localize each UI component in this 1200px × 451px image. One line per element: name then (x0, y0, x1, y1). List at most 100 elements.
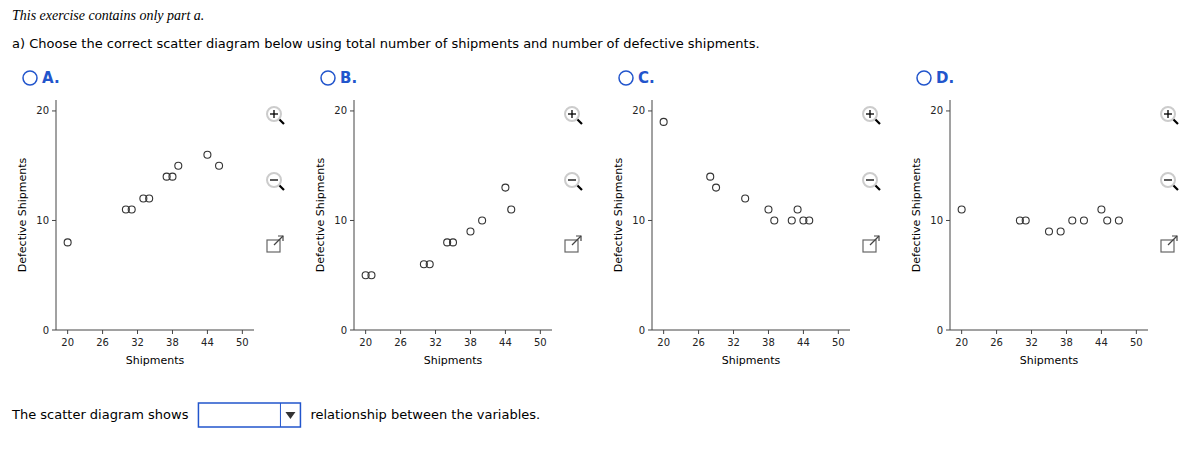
zoom-out-icon[interactable] (267, 173, 284, 190)
external-link-icon[interactable] (863, 236, 879, 252)
x-tick (470, 330, 471, 334)
radio-button[interactable] (23, 71, 37, 85)
y-tick-label: 20 (334, 105, 347, 116)
x-tick (400, 330, 401, 334)
x-tick-label: 20 (359, 337, 372, 348)
y-tick-label: 20 (36, 105, 49, 116)
y-axis-line (354, 100, 355, 330)
x-tick-label: 44 (499, 337, 512, 348)
y-tick-label: 20 (632, 105, 645, 116)
scatter-point (660, 118, 667, 125)
x-axis-line (652, 330, 850, 331)
scatter-point (1046, 228, 1053, 235)
x-tick-label: 26 (692, 337, 705, 348)
scatter-point (806, 217, 813, 224)
minus (866, 179, 874, 180)
external-link-icon[interactable] (565, 236, 581, 252)
x-tick-label: 32 (1025, 337, 1038, 348)
scatter-point (1069, 217, 1076, 224)
y-tick-label: 0 (341, 325, 347, 336)
x-tick (996, 330, 997, 334)
x-axis-label: Shipments (424, 354, 483, 367)
scatter-point (958, 206, 965, 213)
x-tick-label: 50 (534, 337, 547, 348)
x-tick (505, 330, 506, 334)
zoom-in-icon[interactable] (565, 107, 582, 124)
zoom-in-icon[interactable] (1161, 107, 1178, 124)
scatter-point (467, 228, 474, 235)
handle (1174, 120, 1179, 125)
plus (273, 110, 274, 118)
link-box (863, 240, 876, 252)
scatter-point (794, 206, 801, 213)
zoom-in-icon[interactable] (863, 107, 880, 124)
minus (568, 179, 576, 180)
points (958, 206, 1122, 235)
handle (578, 186, 583, 191)
y-tick-label: 20 (930, 105, 943, 116)
y-tick (52, 110, 56, 111)
zoom-in-icon[interactable] (267, 107, 284, 124)
scatter-panel: C.20263238445001020ShipmentsDefective Sh… (612, 69, 880, 367)
x-tick (803, 330, 804, 334)
radio-button[interactable] (619, 71, 633, 85)
x-tick-label: 32 (727, 337, 740, 348)
zoom-out-icon[interactable] (565, 173, 582, 190)
zoom-out-icon[interactable] (863, 173, 880, 190)
link-arrow-head (278, 236, 283, 241)
x-tick (242, 330, 243, 334)
y-axis-line (652, 100, 653, 330)
scatter-point (368, 272, 375, 279)
x-tick (540, 330, 541, 334)
y-tick (946, 330, 950, 331)
lens (267, 173, 281, 187)
x-tick (698, 330, 699, 334)
handle (280, 186, 285, 191)
radio-button[interactable] (321, 71, 335, 85)
dropdown[interactable] (198, 403, 300, 427)
scatter-point (450, 239, 457, 246)
scatter-point (1098, 206, 1105, 213)
x-tick (1066, 330, 1067, 334)
y-tick-label: 10 (632, 215, 645, 226)
x-tick (1136, 330, 1137, 334)
scatter-point (204, 151, 211, 158)
y-tick-label: 0 (43, 325, 49, 336)
option-label: D. (936, 69, 954, 87)
x-tick (1031, 330, 1032, 334)
answer-text: relationship between the variables. (310, 407, 540, 422)
y-axis-label: Defective Shipments (612, 157, 625, 272)
x-tick-label: 20 (657, 337, 670, 348)
x-tick-label: 50 (1130, 337, 1143, 348)
x-tick-label: 32 (429, 337, 442, 348)
lens (267, 107, 281, 121)
y-tick (946, 220, 950, 221)
dropdown-divider (280, 403, 281, 427)
y-tick (648, 330, 652, 331)
x-tick (435, 330, 436, 334)
plus (571, 110, 572, 118)
external-link-icon[interactable] (267, 236, 283, 252)
x-tick (838, 330, 839, 334)
x-tick (207, 330, 208, 334)
x-tick (102, 330, 103, 334)
scatter-point (479, 217, 486, 224)
lens (863, 107, 877, 121)
scatter-point (426, 261, 433, 268)
x-tick-label: 26 (394, 337, 407, 348)
radio-button[interactable] (917, 71, 931, 85)
link-arrow (274, 236, 283, 245)
external-link-icon[interactable] (1161, 236, 1177, 252)
scatter-point (1022, 217, 1029, 224)
lens (863, 173, 877, 187)
zoom-out-icon[interactable] (1161, 173, 1178, 190)
scatter-point (771, 217, 778, 224)
option-label: C. (638, 69, 655, 87)
scatter-point (707, 173, 714, 180)
scatter-point (502, 184, 509, 191)
scatter-point (146, 195, 153, 202)
link-box (1161, 240, 1174, 252)
link-arrow-head (1172, 236, 1177, 241)
x-tick-label: 44 (1095, 337, 1108, 348)
y-tick (946, 110, 950, 111)
